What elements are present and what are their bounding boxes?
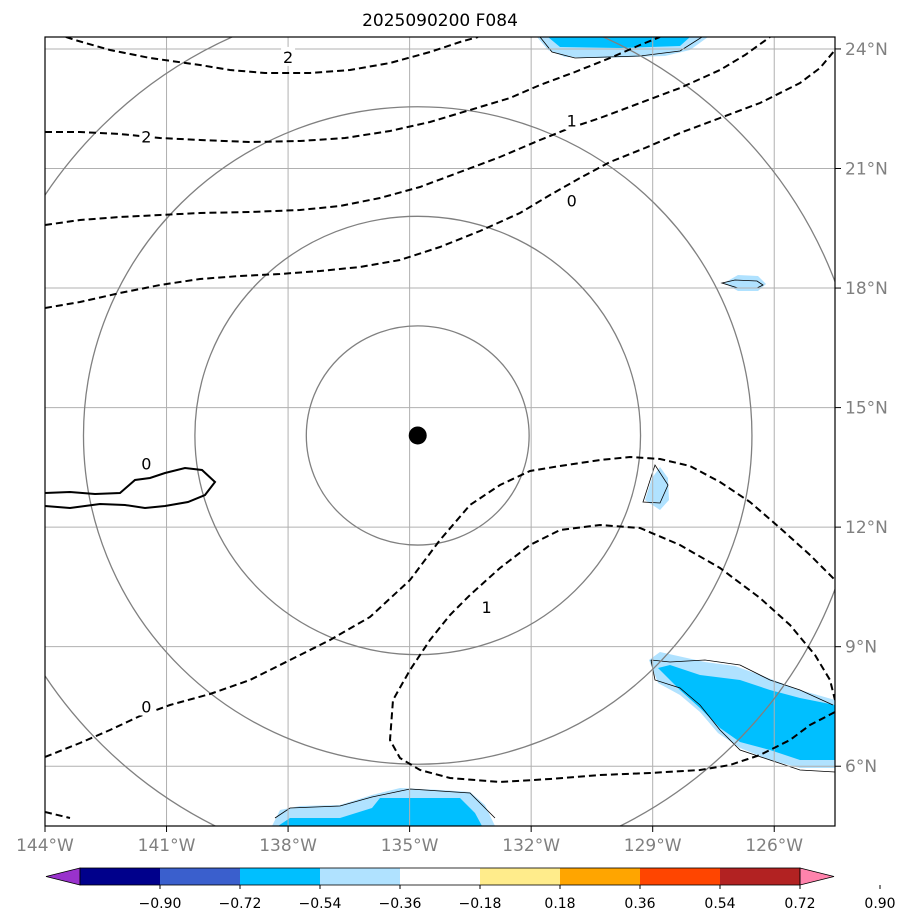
longitude-axis: 144°W 141°W 138°W 135°W 132°W 129°W 126°W [16,826,803,856]
outline-small-13n [642,464,669,504]
colorbar-tick-label: 0.72 [784,896,815,912]
colorbar-tick-label: −0.36 [379,896,422,912]
colorbar-segment [560,868,640,885]
storm-center-marker [408,426,427,445]
contour-bottom-left-stub [45,811,71,819]
lon-tick-label: 141°W [138,836,196,856]
shaded-regions [272,37,835,826]
outline-bottom [274,788,496,819]
contour-0-lower [45,455,835,758]
colorbar-segment [320,868,400,885]
lat-tick-label: 12°N [845,518,888,538]
colorbar-segment [400,868,480,885]
contour-label: 1 [481,598,491,617]
colorbar-tick-label: −0.72 [219,896,262,912]
colorbar-tick-label: −0.18 [459,896,502,912]
contour-0-upper [45,49,835,309]
lon-tick-label: 138°W [259,836,317,856]
lat-tick-label: 15°N [845,399,888,419]
colorbar-extend-low [45,867,81,886]
chart-title: 2025090200 F084 [362,11,518,31]
lat-tick-label: 9°N [845,638,877,658]
contour-label-bg [564,190,579,210]
contour-1-lower [388,523,835,784]
colorbar: −0.90 −0.72 −0.54 −0.36 −0.18 0.18 0.36 0.54 0.7… [45,867,896,912]
colorbar-tick-label: −0.54 [299,896,342,912]
contour-label: 0 [141,454,151,473]
range-ring [305,325,530,546]
contour-label: 0 [567,191,577,210]
contour-label-bg [479,596,494,616]
latitude-axis: 24°N 21°N 18°N 15°N 12°N 9°N 6°N [835,40,888,777]
shade-top-dark [548,37,690,48]
lon-tick-label: 135°W [381,836,439,856]
colorbar-segment [240,868,320,885]
colorbar-tick-label: 0.18 [544,896,575,912]
lon-tick-label: 129°W [624,836,682,856]
lat-tick-label: 18°N [845,279,888,299]
contour-label-bg [139,453,154,473]
contour-labels: 2 2 1 0 0 1 0 [139,46,579,716]
shade-bottom-dark [278,798,482,826]
lat-tick-label: 6°N [845,757,877,777]
range-rings [45,37,835,826]
contour-2-top [62,37,479,74]
colorbar-tick-label: 0.36 [624,896,655,912]
gridlines [45,37,835,826]
colorbar-extend-high [799,867,835,886]
range-ring [82,106,753,765]
lat-tick-label: 24°N [845,40,888,60]
colorbar-segment [80,868,160,885]
contour-0-west-solid [45,466,217,510]
map-area: 2 2 1 0 0 1 0 [45,37,835,826]
lat-tick-label: 21°N [845,160,888,180]
shade-se-dark [658,665,835,760]
colorbar-segment [720,868,800,885]
lon-tick-label: 132°W [502,836,560,856]
map-frame [44,36,836,827]
contour-lines [45,37,835,819]
range-ring [194,215,642,656]
colorbar-tick-label: 0.54 [704,896,735,912]
colorbar-tick-label: 0.90 [864,896,895,912]
contour-label-bg [139,126,154,146]
colorbar-segment [480,868,560,885]
colorbar-segment [160,868,240,885]
contour-label: 2 [141,128,151,147]
colorbar-frame [79,867,801,886]
contour-label-bg [564,110,579,130]
lon-tick-label: 126°W [745,836,803,856]
contour-1-upper [45,37,771,226]
contour-label: 0 [141,697,151,716]
contour-label-bg [281,46,296,66]
lon-tick-label: 144°W [16,836,74,856]
contour-label: 1 [567,112,577,131]
contour-label: 2 [283,48,293,67]
shade-small-13n [645,467,669,510]
contour-label-bg [139,696,154,716]
colorbar-tick-label: −0.90 [139,896,182,912]
colorbar-segment [640,868,720,885]
